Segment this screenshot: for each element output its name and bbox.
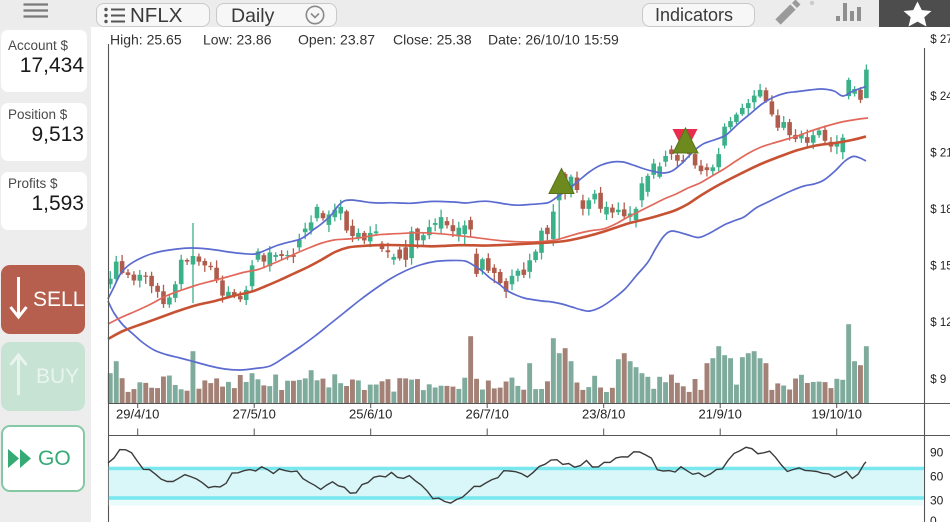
svg-text:23/8/10: 23/8/10: [582, 407, 625, 422]
svg-text:$ 12: $ 12: [930, 317, 950, 329]
svg-text:Close: 25.38: Close: 25.38: [393, 32, 472, 48]
svg-text:26/7/10: 26/7/10: [466, 407, 509, 422]
svg-text:60: 60: [930, 470, 944, 484]
svg-text:27/5/10: 27/5/10: [233, 407, 276, 422]
svg-text:High: 25.65: High: 25.65: [110, 32, 182, 48]
svg-text:Date: 26/10/10 15:59: Date: 26/10/10 15:59: [488, 32, 619, 48]
svg-text:$ 9: $ 9: [930, 374, 946, 386]
svg-text:$ 18: $ 18: [930, 204, 950, 216]
svg-text:90: 90: [930, 446, 944, 460]
svg-text:0: 0: [930, 514, 937, 522]
svg-text:Low: 23.86: Low: 23.86: [203, 32, 272, 48]
svg-text:$ 27: $ 27: [930, 34, 950, 46]
svg-text:25/6/10: 25/6/10: [349, 407, 392, 422]
svg-text:29/4/10: 29/4/10: [116, 407, 159, 422]
svg-text:30: 30: [930, 494, 944, 508]
svg-text:$ 15: $ 15: [930, 261, 950, 273]
svg-text:Open: 23.87: Open: 23.87: [298, 32, 375, 48]
svg-text:$ 21: $ 21: [930, 147, 950, 159]
svg-text:21/9/10: 21/9/10: [699, 407, 742, 422]
svg-text:19/10/10: 19/10/10: [811, 407, 862, 422]
svg-text:$ 24: $ 24: [930, 91, 950, 103]
